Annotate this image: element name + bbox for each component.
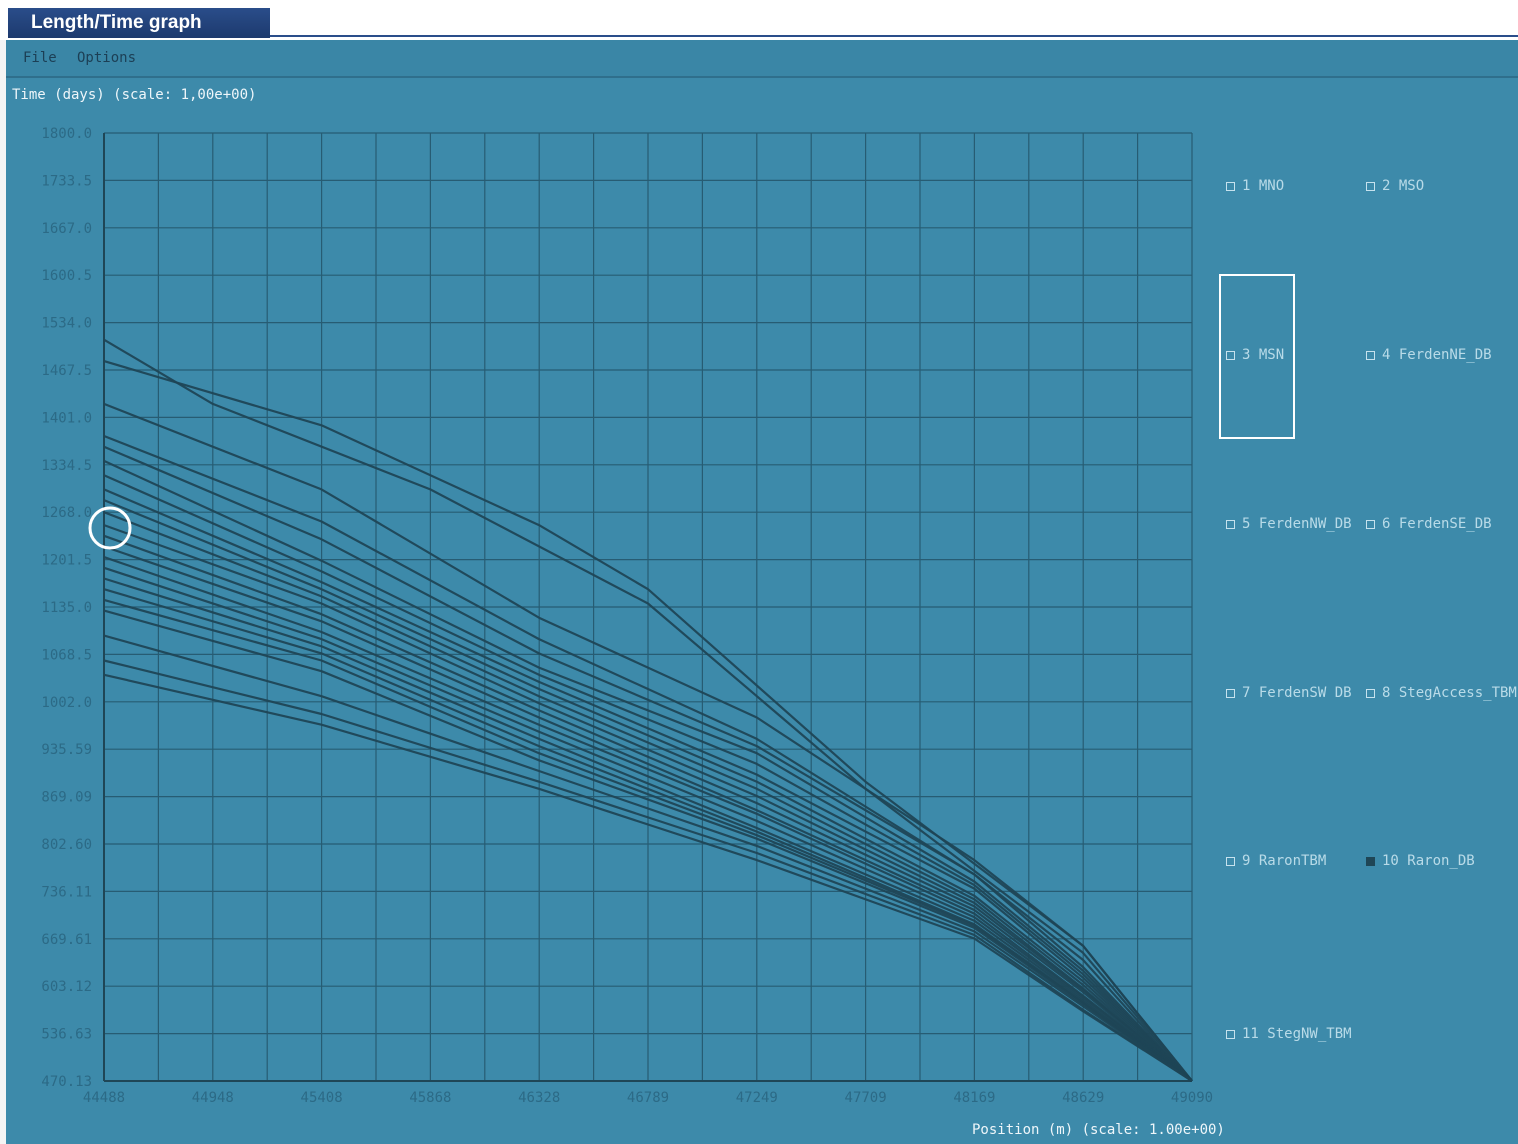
x-tick-label: 47709 [845, 1090, 887, 1106]
checkbox[interactable] [1366, 351, 1375, 360]
legend-item[interactable]: 1 MNO [1226, 178, 1284, 194]
x-axis-title: Position (m) (scale: 1.00e+00) [972, 1122, 1225, 1138]
legend-item[interactable]: 7 FerdenSW DB [1226, 685, 1352, 701]
legend-item[interactable]: 2 MSO [1366, 178, 1424, 194]
length-time-chart[interactable]: 1800.0 1733.5 1667.0 1600.5 1534.0 1467.5 1401… [6, 40, 1518, 1144]
y-tick-label: 1733.5 [41, 173, 92, 189]
title-divider [270, 35, 1518, 37]
y-tick-label: 1334.5 [41, 458, 92, 474]
legend-item[interactable]: 5 FerdenNW_DB [1226, 516, 1352, 532]
menu-file[interactable]: File [23, 50, 57, 66]
legend-item[interactable]: 9 RaronTBM [1226, 853, 1326, 869]
window-title-bar: Length/Time graph [0, 0, 1518, 40]
y-tick-label: 536.63 [41, 1027, 92, 1043]
checkbox[interactable] [1366, 689, 1375, 698]
y-tick-label: 1667.0 [41, 221, 92, 237]
y-tick-label: 1068.5 [41, 647, 92, 663]
series-line-6 [103, 459, 1193, 1082]
checkbox[interactable] [1226, 182, 1235, 191]
x-tick-label: 46328 [518, 1090, 560, 1106]
series-line-7 [103, 474, 1193, 1082]
y-tick-label: 869.09 [41, 790, 92, 806]
checkbox[interactable] [1366, 182, 1375, 191]
series-line-4 [103, 434, 1193, 1082]
series-line-1 [103, 338, 1193, 1082]
series-line-3 [103, 402, 1193, 1082]
cursor-ring [88, 506, 132, 550]
series-line-11 [103, 524, 1193, 1082]
selection-rectangle [1219, 274, 1295, 439]
app-panel: File Options Time (days) (scale: 1,00e+0… [6, 40, 1518, 1144]
x-tick-label: 44948 [192, 1090, 234, 1106]
checkbox[interactable] [1226, 689, 1235, 698]
x-tick-label: 48169 [953, 1090, 995, 1106]
x-tick-label: 45868 [409, 1090, 451, 1106]
y-tick-label: 736.11 [41, 884, 92, 900]
series-line-5 [103, 445, 1193, 1082]
series-line-18 [103, 598, 1193, 1082]
series-line-12 [103, 534, 1193, 1082]
y-tick-label: 1201.5 [41, 553, 92, 569]
series-line-16 [103, 577, 1193, 1082]
y-tick-label: 1467.5 [41, 363, 92, 379]
legend-item[interactable]: 3 MSN [1226, 347, 1284, 363]
series-line-22 [103, 673, 1193, 1082]
series-line-8 [103, 488, 1193, 1082]
series-line-14 [103, 556, 1193, 1082]
y-axis-title: Time (days) (scale: 1,00e+00) [12, 87, 257, 103]
series-line-17 [103, 588, 1193, 1082]
window-title: Length/Time graph [8, 8, 270, 38]
legend-item[interactable]: 4 FerdenNE_DB [1366, 347, 1492, 363]
legend-item[interactable]: 6 FerdenSE_DB [1366, 516, 1492, 532]
series-line-15 [103, 566, 1193, 1082]
menu-options[interactable]: Options [77, 50, 137, 66]
y-tick-label: 1002.0 [41, 695, 92, 711]
checkbox[interactable] [1226, 857, 1235, 866]
y-tick-label: 669.61 [41, 932, 92, 948]
checkbox[interactable] [1226, 351, 1235, 360]
y-tick-label: 1135.0 [41, 600, 92, 616]
y-tick-label: 470.13 [41, 1074, 92, 1090]
legend-item[interactable]: 11 StegNW_TBM [1226, 1026, 1352, 1042]
y-tick-label: 1268.0 [41, 505, 92, 521]
checkbox[interactable] [1226, 1030, 1235, 1039]
y-tick-label: 1534.0 [41, 316, 92, 332]
series-line-21 [103, 659, 1193, 1082]
y-tick-label: 1600.5 [41, 268, 92, 284]
y-tick-label: 935.59 [41, 742, 92, 758]
x-tick-label: 49090 [1171, 1090, 1213, 1106]
checkbox-checked[interactable] [1366, 857, 1375, 866]
x-tick-label: 46789 [627, 1090, 669, 1106]
x-tick-label: 48629 [1062, 1090, 1104, 1106]
x-tick-label: 47249 [736, 1090, 778, 1106]
x-tick-label: 45408 [301, 1090, 343, 1106]
series-line-13 [103, 545, 1193, 1082]
checkbox[interactable] [1226, 520, 1235, 529]
series-line-10 [103, 511, 1193, 1082]
series-line-19 [103, 609, 1193, 1082]
menu-bar: File Options [6, 40, 1518, 78]
y-tick-label: 603.12 [41, 979, 92, 995]
series-line-20 [103, 634, 1193, 1082]
y-tick-labels: 1800.0 1733.5 1667.0 1600.5 1534.0 1467.5 1401… [41, 126, 92, 1090]
x-tick-labels: 44488 44948 45408 45868 46328 46789 47249 47709… [83, 1090, 1213, 1106]
chart-series-group [103, 338, 1193, 1082]
y-tick-label: 1401.0 [41, 410, 92, 426]
y-tick-label: 802.60 [41, 837, 92, 853]
legend-item[interactable]: 8 StegAccess_TBM [1366, 685, 1517, 701]
checkbox[interactable] [1366, 520, 1375, 529]
legend-item[interactable]: 10 Raron_DB [1366, 853, 1475, 869]
y-tick-label: 1800.0 [41, 126, 92, 142]
series-line-9 [103, 499, 1193, 1082]
x-tick-label: 44488 [83, 1090, 125, 1106]
